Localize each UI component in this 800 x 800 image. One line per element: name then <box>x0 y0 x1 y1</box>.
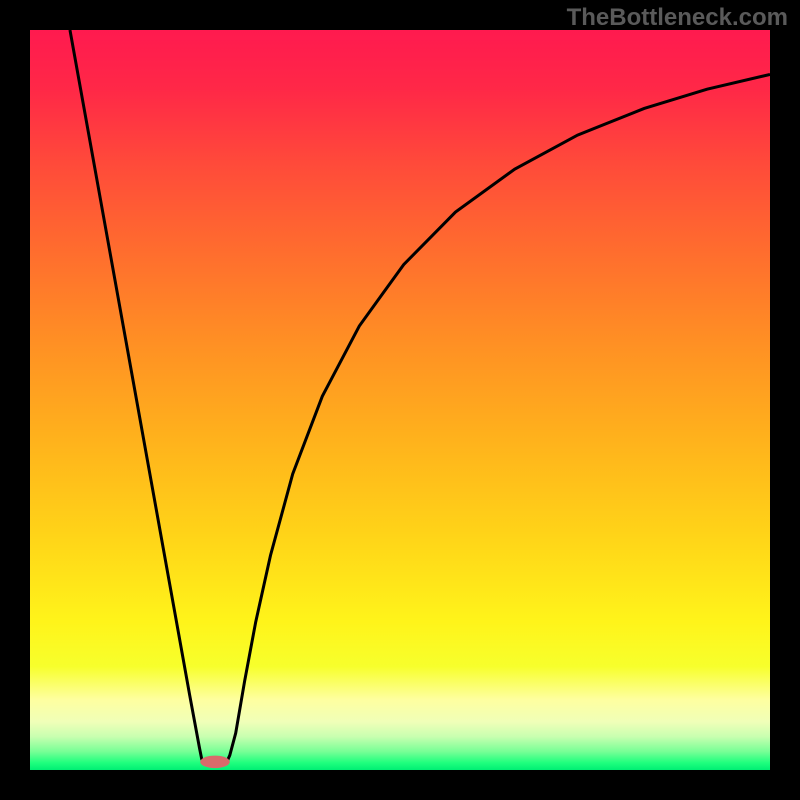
bottleneck-chart <box>0 0 800 800</box>
watermark-text: TheBottleneck.com <box>567 4 788 32</box>
chart-container: TheBottleneck.com <box>0 0 800 800</box>
minimum-marker <box>200 756 230 769</box>
chart-background <box>30 30 770 770</box>
